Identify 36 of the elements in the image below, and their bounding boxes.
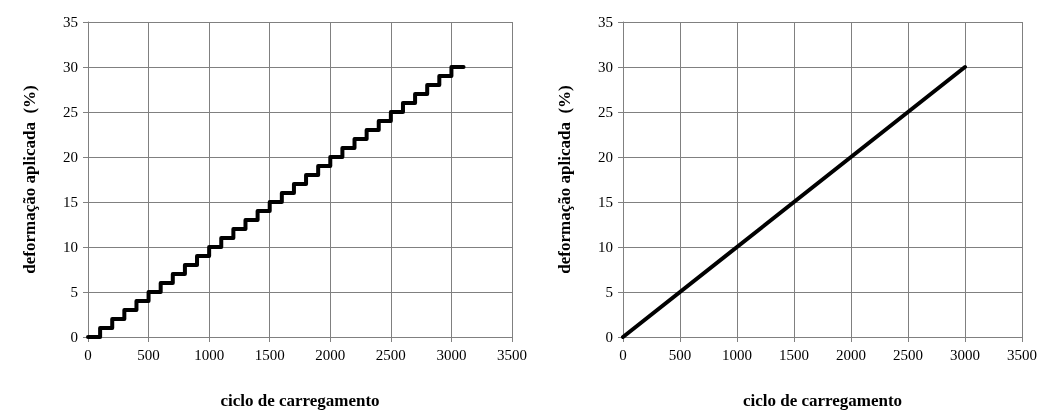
x-axis-title: ciclo de carregamento xyxy=(742,391,903,410)
x-tick-label: 500 xyxy=(137,346,160,363)
y-tick-label: 20 xyxy=(63,149,78,165)
y-tick-label: 35 xyxy=(63,14,78,30)
y-tick-label: 5 xyxy=(605,284,613,300)
x-axis-title: ciclo de carregamento xyxy=(220,391,380,410)
y-tick-label: 20 xyxy=(598,149,613,165)
y-tick-label: 10 xyxy=(598,239,613,255)
y-tick-label: 0 xyxy=(70,329,78,345)
x-tick-label: 3000 xyxy=(950,346,980,363)
x-tick-label: 0 xyxy=(84,346,92,363)
y-tick-label: 30 xyxy=(598,59,613,75)
x-tick-label: 500 xyxy=(668,346,692,363)
y-tick-label: 5 xyxy=(70,284,78,300)
x-tick-label: 1000 xyxy=(194,346,225,363)
x-tick-label: 1500 xyxy=(254,346,285,363)
x-tick-label: 3000 xyxy=(436,346,467,363)
x-tick-label: 2500 xyxy=(893,346,923,363)
x-tick-label: 2000 xyxy=(315,346,346,363)
y-tick-label: 30 xyxy=(63,59,78,75)
y-tick-label: 25 xyxy=(598,104,613,120)
x-tick-label: 2000 xyxy=(836,346,866,363)
y-tick-label: 15 xyxy=(598,194,613,210)
y-axis-title: deformação aplicada (%) xyxy=(555,85,574,274)
x-tick-label: 3500 xyxy=(497,346,527,363)
y-tick-label: 10 xyxy=(63,239,78,255)
x-tick-label: 1500 xyxy=(779,346,809,363)
y-axis-title: deformação aplicada (%) xyxy=(20,85,39,274)
x-tick-label: 0 xyxy=(619,346,627,363)
y-tick-label: 25 xyxy=(63,104,78,120)
x-tick-label: 3500 xyxy=(1007,346,1037,363)
y-tick-label: 35 xyxy=(598,14,613,30)
y-tick-label: 0 xyxy=(605,329,613,345)
y-tick-label: 15 xyxy=(63,194,78,210)
x-tick-label: 2500 xyxy=(375,346,406,363)
x-tick-label: 1000 xyxy=(722,346,752,363)
